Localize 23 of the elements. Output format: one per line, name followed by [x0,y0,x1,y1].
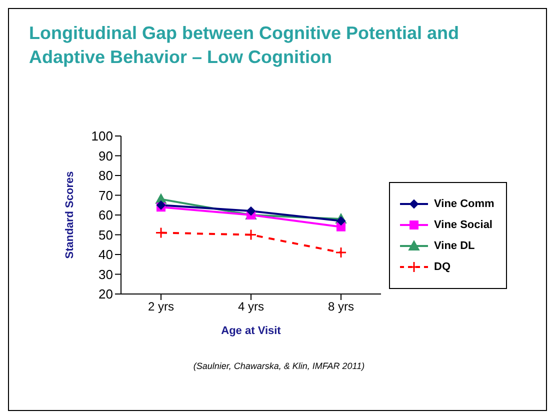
point [335,246,347,258]
x-tick-label: 2 yrs [148,300,174,314]
x-tick-label: 4 yrs [238,300,264,314]
chart-title: Longitudinal Gap between Cognitive Potential and Adaptive Behavior – Low Cognition [29,22,460,69]
point [336,216,346,226]
legend-label: Vine Comm [434,198,494,210]
point [246,206,256,216]
x-tick-label: 8 yrs [328,300,354,314]
legend-label: Vine Social [434,218,492,230]
y-tick-label: 20 [98,286,113,302]
y-tick-label: 40 [98,247,113,262]
text: (Saulnier, Chawarska, & Klin, IMFAR 2011) [192,361,366,371]
y-tick-label: 50 [98,227,113,242]
x-axis-title: Age at Visit [221,325,282,337]
legend-label: Vine DL [434,240,475,252]
y-tick-label: 80 [98,168,113,184]
y-axis-title: Standard Scores [64,171,76,259]
y-tick-label: 90 [98,148,113,164]
y-tick-label: 100 [91,128,113,144]
y-tick-label: 60 [98,208,113,223]
y-tick-label: 30 [98,266,113,282]
legend-label: DQ [434,260,450,272]
y-tick-label: 70 [98,188,113,203]
